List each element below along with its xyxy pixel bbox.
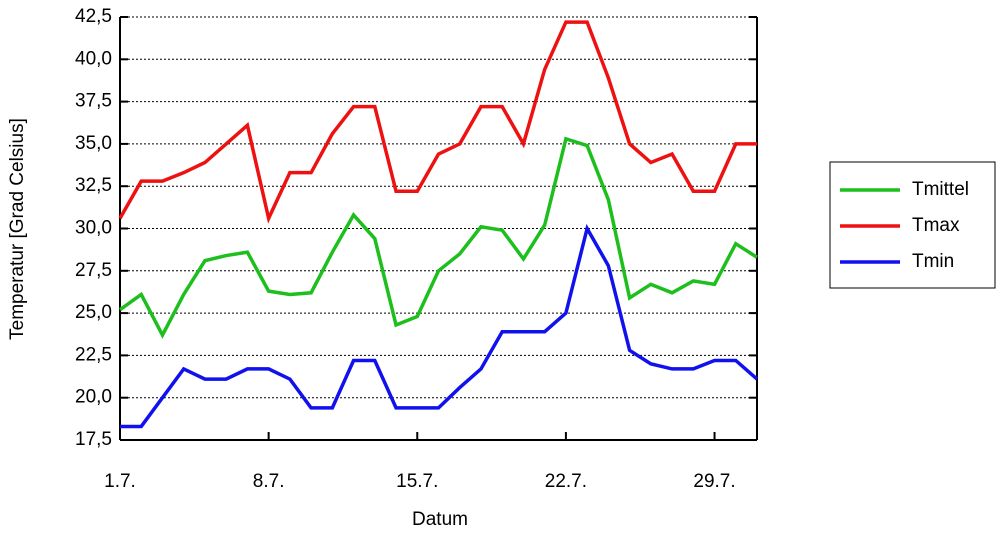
y-tick-label: 37,5 bbox=[75, 91, 112, 112]
y-tick-label: 25,0 bbox=[75, 302, 112, 323]
y-tick-label: 20,0 bbox=[75, 387, 112, 408]
y-tick-label: 42,5 bbox=[75, 6, 112, 27]
y-tick-label: 17,5 bbox=[75, 429, 112, 450]
y-tick-label: 32,5 bbox=[75, 175, 112, 196]
y-tick-label: 35,0 bbox=[75, 133, 112, 154]
y-tick-label: 30,0 bbox=[75, 218, 112, 239]
y-tick-label: 27,5 bbox=[75, 260, 112, 281]
legend-label: Tmin bbox=[912, 251, 954, 272]
y-tick-label: 22,5 bbox=[75, 344, 112, 365]
y-axis-label: Temperatur [Grad Celsius] bbox=[7, 118, 28, 340]
x-tick-label: 22.7. bbox=[545, 471, 587, 492]
x-tick-label: 8.7. bbox=[253, 471, 285, 492]
x-tick-label: 15.7. bbox=[396, 471, 438, 492]
series-line bbox=[120, 223, 759, 429]
legend-label: Tmax bbox=[912, 215, 960, 236]
series-line bbox=[118, 20, 757, 224]
x-axis-label: Datum bbox=[412, 509, 468, 530]
x-tick-label: 1.7. bbox=[104, 471, 136, 492]
legend-label: Tmittel bbox=[912, 179, 969, 200]
y-tick-label: 40,0 bbox=[75, 48, 112, 69]
x-tick-label: 29.7. bbox=[693, 471, 735, 492]
series-line bbox=[118, 136, 758, 339]
